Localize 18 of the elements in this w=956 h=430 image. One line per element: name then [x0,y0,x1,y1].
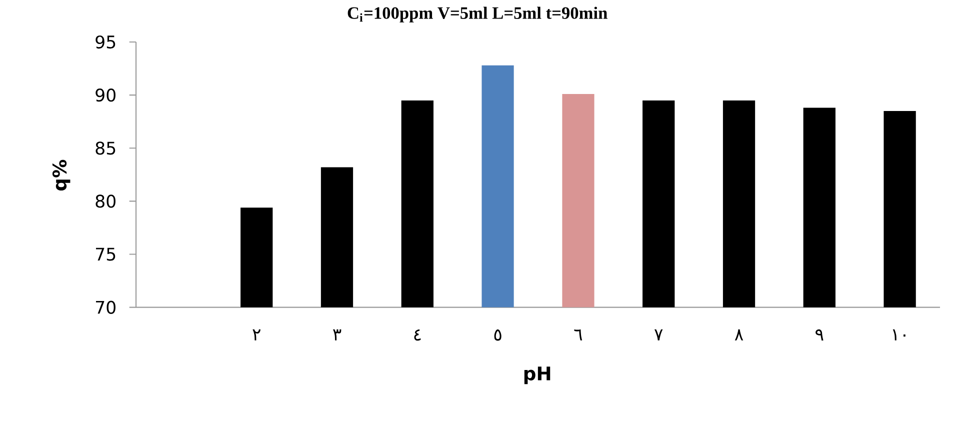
x-tick-label: ٢ [252,329,260,340]
x-tick-label: ٦ [574,329,582,340]
x-axis-title: pH [524,366,550,384]
x-tick-label: ٧ [654,329,663,340]
y-axis-title: q% [52,160,70,191]
x-tick-label: ١٠ [892,329,906,340]
y-tick-label: 90 [96,88,116,102]
x-tick-label: ٩ [816,329,824,340]
x-tick-label: ٥ [494,329,502,341]
y-tick-label: 70 [96,300,116,314]
x-tick-label: ٣ [333,329,342,340]
y-tick-label: 75 [96,248,116,261]
y-tick-label: 95 [96,35,116,49]
x-tick-label: ٨ [734,329,744,340]
y-tick-label: 80 [96,194,116,208]
x-tick-label: ٤ [414,329,421,341]
chart-title: C$_{i}$=100ppm V=5ml L=5ml t=90min [348,6,608,22]
y-tick-label: 85 [96,142,116,155]
